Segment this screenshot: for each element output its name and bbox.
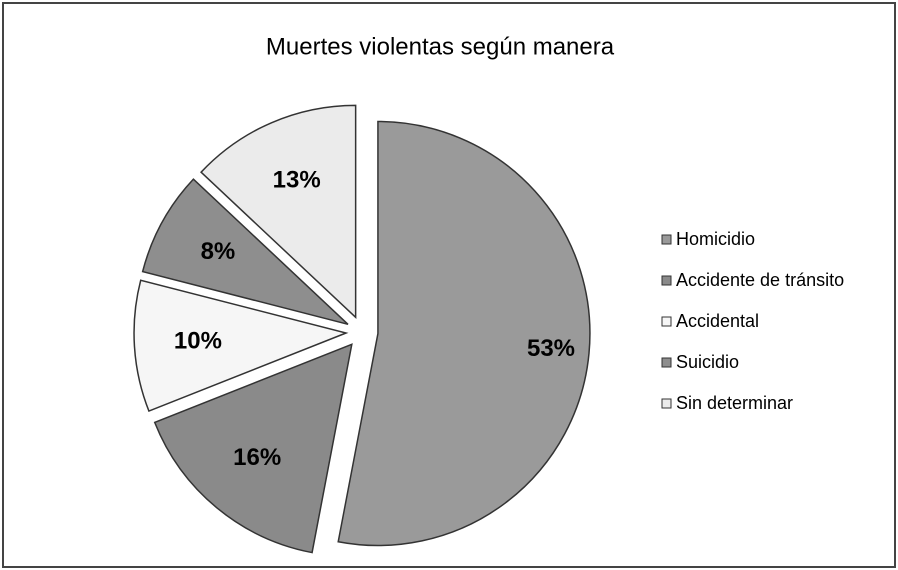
legend-swatch [661,398,672,409]
data-label: 16% [233,444,281,471]
legend-label: Accidente de tránsito [676,270,844,290]
legend-swatch [661,275,672,286]
pie-slice [133,279,349,413]
data-label: 10% [174,328,222,355]
pie-slice [153,343,353,554]
legend-swatch [661,357,672,368]
pie-slice [337,120,591,547]
legend-label: Suicidio [676,352,739,372]
chart-title: Muertes violentas según manera [266,33,615,60]
legend-swatch [661,234,672,245]
pie-slice [200,104,357,320]
legend-label: Homicidio [676,229,755,249]
data-label: 13% [273,166,321,193]
pie-slice [141,178,349,326]
legend-label: Sin determinar [676,393,793,413]
legend-label: Accidental [676,311,759,331]
data-label: 53% [527,335,575,362]
data-label: 8% [201,238,236,265]
legend-swatch [661,316,672,327]
